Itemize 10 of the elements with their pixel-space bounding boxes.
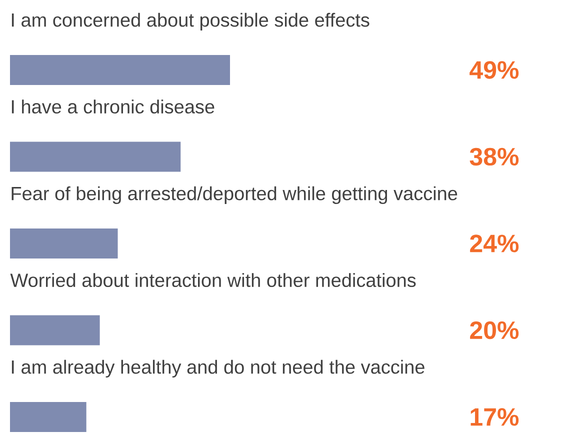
- y-tick-label: I am already healthy and do not need the vaccine: [12, 360, 424, 378]
- y-tick-label: Fear of being arrested/deported while getting vaccine: [12, 186, 458, 204]
- y-tick-label: I am concerned about possible side effects: [12, 12, 370, 31]
- y-tick-label: Worried about interaction with other medications: [10, 273, 416, 288]
- data-label: 24%: [470, 234, 519, 252]
- data-label: 17%: [470, 408, 519, 426]
- data-label: 38%: [470, 148, 519, 166]
- y-tick-label: I have a chronic disease: [12, 100, 214, 114]
- data-label: 49%: [470, 61, 519, 79]
- data-label: 20%: [470, 321, 519, 340]
